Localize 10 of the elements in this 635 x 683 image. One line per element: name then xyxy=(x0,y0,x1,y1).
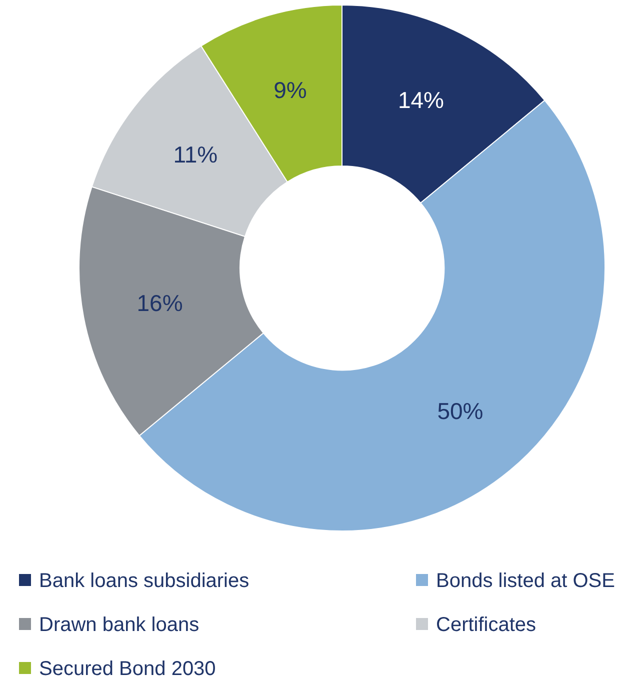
data-label: 16% xyxy=(136,290,183,316)
data-label: 11% xyxy=(173,141,218,168)
data-label: 9% xyxy=(274,76,307,103)
legend-label: Bank loans subsidiaries xyxy=(39,570,250,592)
legend-label: Drawn bank loans xyxy=(39,614,200,636)
data-label: 50% xyxy=(437,398,484,424)
legend-label: Certificates xyxy=(436,614,536,636)
data-label: 14% xyxy=(398,87,444,114)
legend-label: Secured Bond 2030 xyxy=(39,658,216,680)
legend-label: Bonds listed at OSE xyxy=(436,570,615,592)
